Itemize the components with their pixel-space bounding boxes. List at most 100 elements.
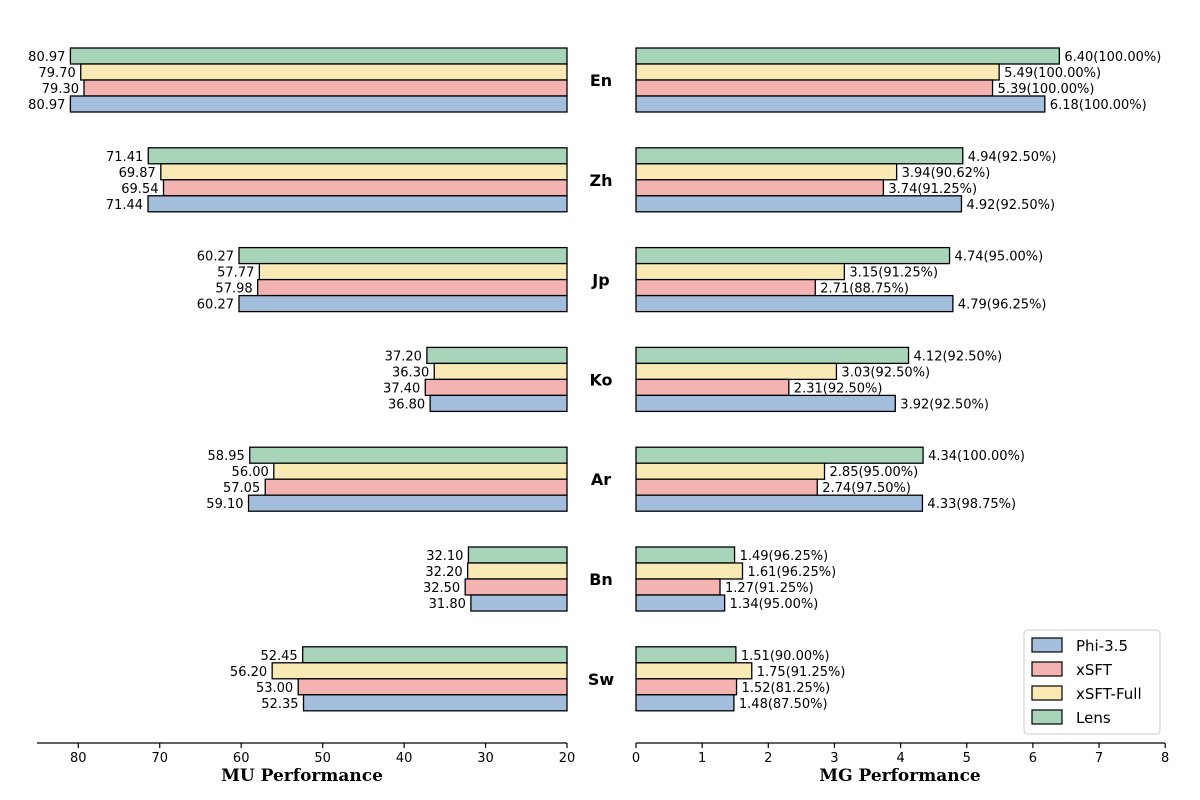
mu-bar-phi-3-5-jp: [238, 294, 568, 313]
legend-label-xsft: xSFT: [1076, 661, 1113, 679]
mu-value-label: 71.41: [106, 150, 143, 165]
mg-value-label: 4.92(92.50%): [966, 198, 1055, 213]
mg-value-label: 1.61(96.25%): [748, 565, 837, 580]
mg-value-label: 3.94(90.62%): [902, 166, 991, 181]
mu-bar-xsft-full-ko: [433, 362, 568, 381]
mg-bar-phi-3-5-sw: [635, 694, 735, 712]
mg-bar-phi-3-5-zh: [635, 195, 963, 213]
mg-bar-xsft-full-zh: [635, 163, 898, 181]
mg-value-label: 6.18(100.00%): [1050, 98, 1147, 113]
mg-value-label: 4.94(92.50%): [968, 150, 1057, 165]
mg-bar-lens-jp: [635, 246, 951, 265]
mu-bar-lens-sw: [302, 646, 568, 664]
mu-value-label: 32.10: [426, 549, 463, 564]
mg-value-label: 5.49(100.00%): [1004, 66, 1101, 81]
mu-bar-xsft-en: [83, 79, 568, 97]
mg-bar-xsft-zh: [635, 179, 885, 197]
mu-bar-phi-3-5-bn: [470, 594, 568, 612]
legend: Phi-3.5 xSFT xSFT-Full Lens: [1023, 629, 1161, 735]
mg-value-label: 4.33(98.75%): [927, 497, 1016, 512]
category-label-bn: Bn: [589, 570, 613, 589]
mg-bar-xsft-ko: [635, 378, 790, 397]
mu-bar-lens-ar: [249, 446, 568, 464]
mg-bar-xsft-sw: [635, 678, 738, 696]
mu-value-label: 71.44: [106, 198, 143, 213]
mu-bar-lens-jp: [238, 246, 568, 265]
mu-bar-xsft-full-sw: [271, 662, 568, 680]
mu-bar-xsft-full-en: [80, 63, 568, 81]
mg-bar-xsft-jp: [635, 278, 816, 297]
mg-value-label: 3.92(92.50%): [900, 397, 989, 412]
mg-bar-lens-zh: [635, 147, 964, 165]
mg-value-label: 1.52(81.25%): [742, 681, 831, 696]
mu-bar-xsft-full-bn: [466, 562, 568, 580]
mg-bar-xsft-ar: [635, 478, 818, 496]
mu-value-label: 59.10: [206, 497, 243, 512]
mg-bar-lens-en: [635, 47, 1061, 65]
mg-bar-lens-bn: [635, 546, 736, 564]
mg-bar-xsft-en: [635, 79, 994, 97]
mu-value-label: 57.05: [223, 481, 260, 496]
mu-bar-lens-en: [69, 47, 568, 65]
mu-bar-phi-3-5-zh: [147, 195, 568, 213]
mg-bar-phi-3-5-ar: [635, 494, 924, 512]
mg-bar-lens-ko: [635, 346, 910, 365]
mg-x-tick-label: 8: [1161, 751, 1169, 766]
mu-x-tick-label: 60: [233, 751, 250, 766]
mu-bar-xsft-zh: [162, 179, 568, 197]
mg-bar-xsft-full-jp: [635, 262, 846, 281]
mu-bar-phi-3-5-en: [69, 95, 568, 113]
mg-value-label: 3.74(91.25%): [888, 182, 977, 197]
mu-bar-phi-3-5-ko: [429, 394, 568, 413]
legend-swatch-phi-3-5: [1031, 637, 1063, 653]
mu-value-label: 31.80: [429, 597, 466, 612]
mg-bar-xsft-full-en: [635, 63, 1000, 81]
mg-x-tick-label: 2: [764, 751, 772, 766]
mg-value-label: 2.74(97.50%): [822, 481, 911, 496]
mu-x-tick-label: 40: [396, 751, 413, 766]
category-label-ar: Ar: [591, 470, 611, 489]
mu-x-tick-label: 30: [477, 751, 494, 766]
mu-x-tick-label: 80: [70, 751, 87, 766]
mg-x-tick-label: 7: [1095, 751, 1103, 766]
mu-value-label: 32.50: [423, 581, 460, 596]
mg-bar-xsft-full-ar: [635, 462, 826, 480]
mu-value-label: 80.97: [28, 98, 65, 113]
mg-value-label: 1.48(87.50%): [739, 697, 828, 712]
mg-x-tick-label: 3: [830, 751, 838, 766]
mu-value-label: 52.45: [260, 649, 297, 664]
mu-bar-xsft-bn: [464, 578, 568, 596]
mg-axis-title: MG Performance: [819, 766, 981, 786]
mu-value-label: 69.87: [119, 166, 156, 181]
mu-value-label: 79.70: [39, 66, 76, 81]
mu-value-label: 32.20: [425, 565, 462, 580]
legend-label-xsft-full: xSFT-Full: [1076, 685, 1142, 703]
mg-value-label: 1.34(95.00%): [730, 597, 819, 612]
mg-bar-xsft-bn: [635, 578, 721, 596]
mu-bar-xsft-ar: [264, 478, 568, 496]
mu-value-label: 60.27: [197, 298, 234, 313]
mu-bar-xsft-full-jp: [258, 262, 568, 281]
mg-bar-lens-sw: [635, 646, 737, 664]
mg-bar-xsft-full-sw: [635, 662, 753, 680]
mu-bar-xsft-sw: [297, 678, 568, 696]
legend-swatch-xsft: [1031, 661, 1063, 677]
mu-value-label: 80.97: [28, 50, 65, 65]
mu-value-label: 57.77: [217, 266, 254, 281]
mg-bar-xsft-full-ko: [635, 362, 838, 381]
mu-axis-title: MU Performance: [221, 766, 383, 786]
mu-bar-phi-3-5-ar: [247, 494, 568, 512]
mg-x-tick-label: 6: [1029, 751, 1037, 766]
mu-x-tick-label: 70: [151, 751, 168, 766]
mg-x-tick-label: 4: [896, 751, 904, 766]
mu-bar-xsft-ko: [424, 378, 568, 397]
mu-bar-lens-ko: [426, 346, 568, 365]
mg-bar-phi-3-5-jp: [635, 294, 954, 313]
mg-value-label: 1.51(90.00%): [741, 649, 830, 664]
mg-value-label: 1.49(96.25%): [740, 549, 829, 564]
mg-value-label: 2.71(88.75%): [820, 282, 909, 297]
mg-value-label: 4.74(95.00%): [955, 250, 1044, 265]
mg-value-label: 1.75(91.25%): [757, 665, 846, 680]
mg-bar-phi-3-5-en: [635, 95, 1046, 113]
